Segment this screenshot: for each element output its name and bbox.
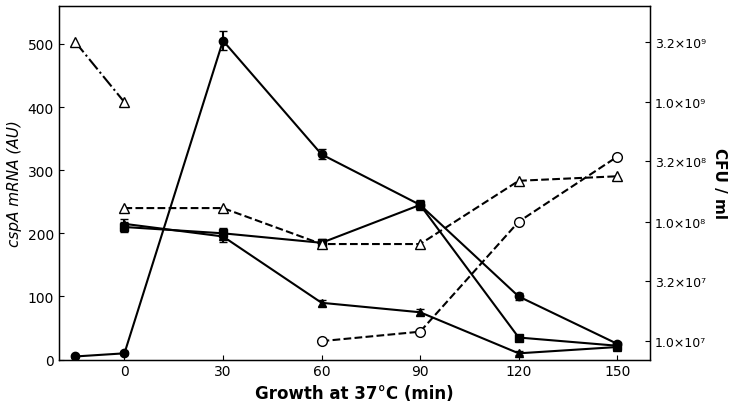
Y-axis label: CFU / ml: CFU / ml bbox=[712, 148, 727, 219]
Y-axis label: cspA mRNA (AU): cspA mRNA (AU) bbox=[7, 120, 22, 247]
X-axis label: Growth at 37°C (min): Growth at 37°C (min) bbox=[255, 384, 454, 402]
